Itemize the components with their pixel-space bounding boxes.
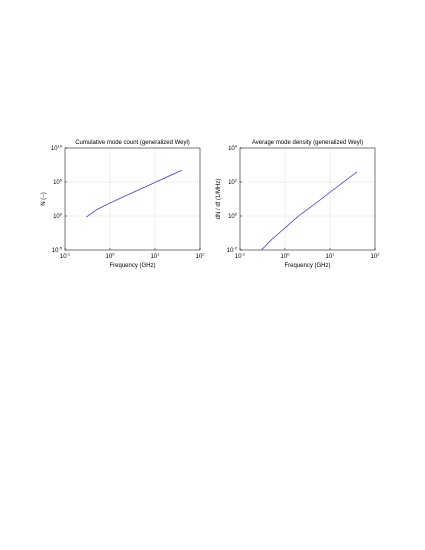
tick-base: 10 xyxy=(235,254,242,260)
tick-exponent: 0 xyxy=(112,252,115,257)
tick-base: 10 xyxy=(52,248,59,254)
x-tick-label: 100 xyxy=(281,252,291,261)
tick-exponent: 10 xyxy=(58,144,63,149)
y-tick-label: 105 xyxy=(53,178,63,187)
tick-exponent: -5 xyxy=(58,246,62,251)
tick-exponent: 4 xyxy=(235,144,238,149)
axes-frame xyxy=(239,147,376,251)
x-tick-label: 10-1 xyxy=(235,252,246,261)
tick-base: 10 xyxy=(228,214,235,220)
line-series xyxy=(261,171,358,250)
tick-base: 10 xyxy=(196,254,203,260)
tick-exponent: 0 xyxy=(60,212,63,217)
x-tick-label: 101 xyxy=(326,252,336,261)
tick-base: 10 xyxy=(106,254,113,260)
tick-base: 10 xyxy=(227,248,234,254)
tick-base: 10 xyxy=(371,254,378,260)
tick-base: 10 xyxy=(53,180,60,186)
tick-base: 10 xyxy=(326,254,333,260)
tick-exponent: 2 xyxy=(235,178,238,183)
tick-base: 10 xyxy=(281,254,288,260)
tick-base: 10 xyxy=(60,254,67,260)
y-tick-label: 100 xyxy=(53,212,63,221)
y-tick-label: 102 xyxy=(228,178,238,187)
tick-base: 10 xyxy=(53,214,60,220)
y-tick-label: 104 xyxy=(228,144,238,153)
tick-exponent: 5 xyxy=(60,178,63,183)
tick-exponent: 1 xyxy=(157,252,160,257)
tick-base: 10 xyxy=(51,146,58,152)
axes-frame xyxy=(64,147,201,251)
tick-exponent: 2 xyxy=(202,252,205,257)
y-tick-label: 100 xyxy=(228,212,238,221)
plot-area xyxy=(240,148,375,250)
tick-exponent: -1 xyxy=(67,252,71,257)
line-series xyxy=(86,169,183,218)
tick-base: 10 xyxy=(151,254,158,260)
y-tick-label: 10-5 xyxy=(52,246,63,255)
x-tick-label: 10-1 xyxy=(60,252,71,261)
y-axis-label: dN / df (1/MHz) xyxy=(216,179,222,220)
tick-exponent: 0 xyxy=(287,252,290,257)
x-tick-label: 101 xyxy=(151,252,161,261)
y-tick-label: 1010 xyxy=(51,144,63,153)
tick-exponent: 1 xyxy=(332,252,335,257)
x-tick-label: 100 xyxy=(106,252,116,261)
x-tick-label: 102 xyxy=(196,252,206,261)
tick-exponent: -2 xyxy=(233,246,237,251)
chart-title: Cumulative mode count (generalized Weyl) xyxy=(75,140,190,146)
tick-exponent: 0 xyxy=(235,212,238,217)
tick-base: 10 xyxy=(228,146,235,152)
plot-area xyxy=(65,148,200,250)
x-axis-label: Frequency (GHz) xyxy=(284,263,330,269)
y-tick-label: 10-2 xyxy=(227,246,238,255)
y-axis-label: N (−) xyxy=(41,192,47,206)
tick-base: 10 xyxy=(228,180,235,186)
x-tick-label: 102 xyxy=(371,252,381,261)
chart-title: Average mode density (generalized Weyl) xyxy=(252,140,363,146)
tick-exponent: -1 xyxy=(242,252,246,257)
tick-exponent: 2 xyxy=(377,252,380,257)
x-axis-label: Frequency (GHz) xyxy=(109,263,155,269)
